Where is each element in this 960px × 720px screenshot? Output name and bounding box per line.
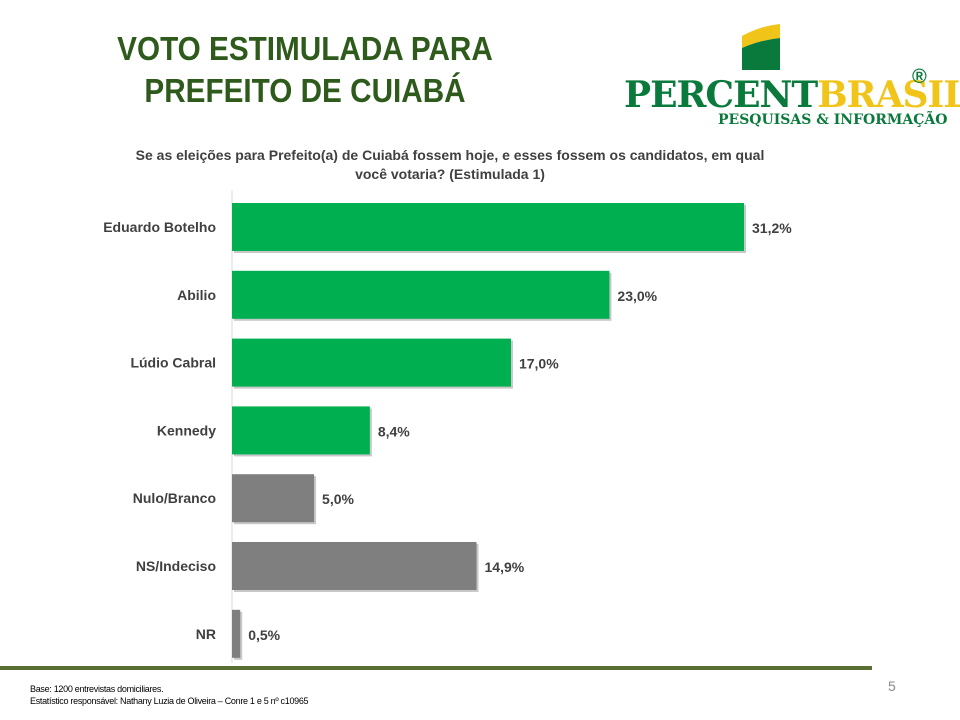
title-line-1: VOTO ESTIMULADA PARA — [117, 30, 493, 67]
percentbrasil-logo: PERCENTBRASIL ® PESQUISAS & INFORMAÇÃO — [620, 22, 960, 132]
bar-0 — [232, 203, 744, 251]
data-label: 0,5% — [248, 627, 280, 643]
title-line-2: PREFEITO DE CUIABÁ — [144, 72, 466, 109]
page-title: VOTO ESTIMULADA PARA PREFEITO DE CUIABÁ — [85, 28, 526, 112]
footer-base: Base: 1200 entrevistas domiciliares. — [30, 684, 164, 694]
logo-tagline: PESQUISAS & INFORMAÇÃO — [718, 112, 948, 128]
category-label: Lúdio Cabral — [130, 355, 216, 371]
logo-name-part1: PERCENT — [624, 74, 818, 116]
page-number: 5 — [888, 678, 896, 694]
data-label: 23,0% — [617, 288, 657, 304]
logo-name-part2: BRASIL — [817, 74, 960, 116]
survey-question: Se as eleições para Prefeito(a) de Cuiab… — [110, 146, 790, 184]
bar-3 — [232, 406, 370, 455]
registered-mark: ® — [912, 66, 927, 88]
category-label: NR — [196, 626, 216, 642]
question-line-2: você votaria? (Estimulada 1) — [355, 166, 545, 182]
bar-6 — [232, 609, 241, 658]
category-label: Kennedy — [157, 422, 216, 438]
question-line-1: Se as eleições para Prefeito(a) de Cuiab… — [135, 147, 765, 163]
flag-icon — [742, 24, 780, 70]
logo-wordmark: PERCENTBRASIL — [624, 74, 960, 116]
data-label: 8,4% — [378, 423, 410, 439]
category-label: Eduardo Botelho — [103, 219, 216, 235]
bar-1 — [232, 270, 610, 319]
data-label: 31,2% — [752, 220, 792, 236]
category-label: NS/Indeciso — [136, 558, 216, 574]
bar-5 — [232, 542, 477, 590]
footer-statistician: Estatístico responsável: Nathany Luzia d… — [30, 696, 309, 706]
category-label: Nulo/Branco — [133, 490, 216, 506]
bar-chart: Eduardo Botelho 31,2% Abilio 23,0% Lúdio Cab… — [103, 190, 792, 663]
category-label: Abilio — [177, 287, 216, 303]
footer-divider — [0, 666, 872, 670]
data-label: 14,9% — [485, 559, 525, 575]
data-label: 17,0% — [519, 356, 559, 372]
data-label: 5,0% — [322, 491, 354, 507]
bar-4 — [232, 474, 315, 523]
bar-2 — [232, 338, 511, 387]
footer-notes: Base: 1200 entrevistas domiciliares. Est… — [30, 683, 309, 707]
